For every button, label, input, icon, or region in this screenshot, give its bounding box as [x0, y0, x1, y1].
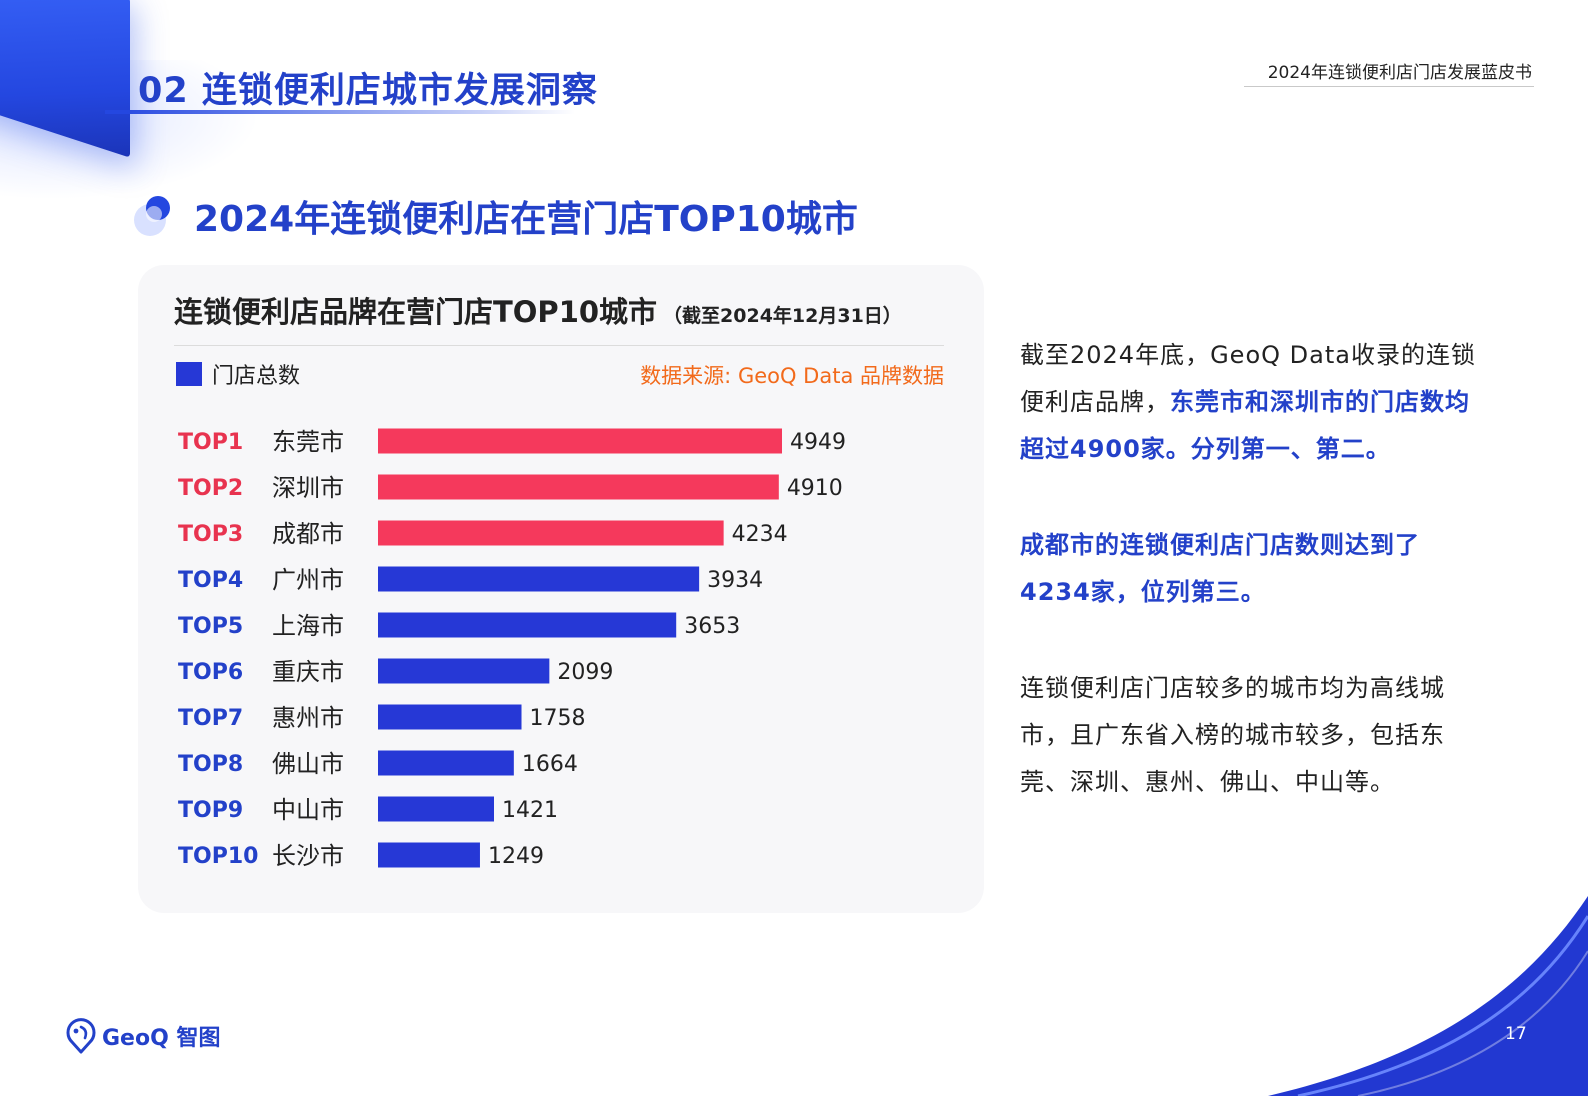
city-label: 长沙市	[272, 842, 344, 870]
bar-value-label: 1421	[502, 798, 558, 823]
chart-card: 连锁便利店品牌在营门店TOP10城市 （截至2024年12月31日） 门店总数 数…	[138, 265, 984, 913]
bar	[378, 520, 724, 546]
city-label: 惠州市	[272, 704, 344, 732]
city-label: 中山市	[272, 796, 344, 824]
chart-title: 连锁便利店品牌在营门店TOP10城市 （截至2024年12月31日）	[174, 289, 902, 331]
bar	[378, 566, 700, 592]
geoq-logo-icon	[66, 1018, 96, 1054]
rank-label: TOP10	[178, 844, 258, 869]
city-label: 东莞市	[272, 428, 344, 456]
city-label: 佛山市	[272, 750, 344, 778]
chart-title-note: （截至2024年12月31日）	[663, 305, 902, 327]
document-title: 2024年连锁便利店门店发展蓝皮书	[1267, 63, 1532, 83]
rank-label: TOP2	[178, 476, 243, 501]
rank-label: TOP9	[178, 798, 243, 823]
paragraph-summary: 截至2024年底，GeoQ Data收录的连锁便利店品牌，东莞市和深圳市的门店数…	[1020, 332, 1490, 473]
geoq-logo: GeoQ 智图	[64, 1018, 220, 1054]
paragraph-chengdu: 成都市的连锁便利店门店数则达到了4234家，位列第三。	[1020, 531, 1420, 606]
bar-chart: TOP1 东莞市 4949 TOP2 深圳市 4910 TOP3 成都市 4234 TOP4 广州市…	[178, 428, 846, 870]
bar	[378, 428, 782, 454]
city-label: 广州市	[272, 566, 344, 594]
paragraph-summary-highlight: 东莞市和深圳市的门店数均超过4900家。分列第一、第二。	[1020, 388, 1470, 463]
bar-value-label: 4910	[787, 476, 843, 501]
rank-label: TOP6	[178, 660, 243, 685]
bar-value-label: 1758	[530, 706, 586, 731]
logo-text: GeoQ 智图	[102, 1026, 221, 1051]
bar-value-label: 2099	[557, 660, 613, 685]
rank-label: TOP7	[178, 706, 243, 731]
paragraph-high-tier-cities: 连锁便利店门店较多的城市均为高线城市，且广东省入榜的城市较多，包括东莞、深圳、惠…	[1020, 674, 1445, 796]
bubble-icon	[134, 196, 170, 236]
bar	[378, 704, 522, 730]
paragraph-summary-intro: 截至2024年底，GeoQ Data收录的连锁便利店品牌，	[1020, 341, 1476, 416]
section-title: 02 连锁便利店城市发展洞察	[138, 71, 598, 111]
city-label: 成都市	[272, 520, 344, 548]
rank-label: TOP3	[178, 522, 243, 547]
rank-label: TOP4	[178, 568, 243, 593]
bar	[378, 612, 677, 638]
city-label: 深圳市	[272, 474, 344, 502]
rank-label: TOP5	[178, 614, 243, 639]
bar	[378, 750, 514, 776]
bar-value-label: 3934	[707, 568, 763, 593]
chart-title-main: 连锁便利店品牌在营门店TOP10城市	[174, 295, 658, 329]
city-label: 重庆市	[272, 658, 344, 686]
rank-label: TOP8	[178, 752, 243, 777]
bar	[378, 842, 480, 868]
bar-value-label: 1664	[522, 752, 578, 777]
bar	[378, 474, 779, 500]
bar-value-label: 3653	[684, 614, 740, 639]
document-title-divider	[1244, 86, 1534, 87]
rank-label: TOP1	[178, 430, 243, 455]
page-number: 17	[1505, 1024, 1527, 1044]
data-source: 数据来源: GeoQ Data 品牌数据	[640, 364, 944, 388]
legend-label: 门店总数	[212, 364, 301, 389]
section-underline	[105, 110, 575, 114]
city-label: 上海市	[272, 612, 344, 640]
slide-subtitle: 2024年连锁便利店在营门店TOP10城市	[194, 199, 858, 240]
bar-value-label: 4234	[732, 522, 788, 547]
bar	[378, 658, 550, 684]
legend-swatch	[176, 362, 202, 386]
bar	[378, 796, 494, 822]
chart-divider	[174, 345, 944, 346]
chart-legend: 门店总数	[176, 358, 300, 390]
bar-value-label: 4949	[790, 430, 846, 455]
bar-value-label: 1249	[488, 844, 544, 869]
decorative-swoosh	[1268, 896, 1588, 1096]
